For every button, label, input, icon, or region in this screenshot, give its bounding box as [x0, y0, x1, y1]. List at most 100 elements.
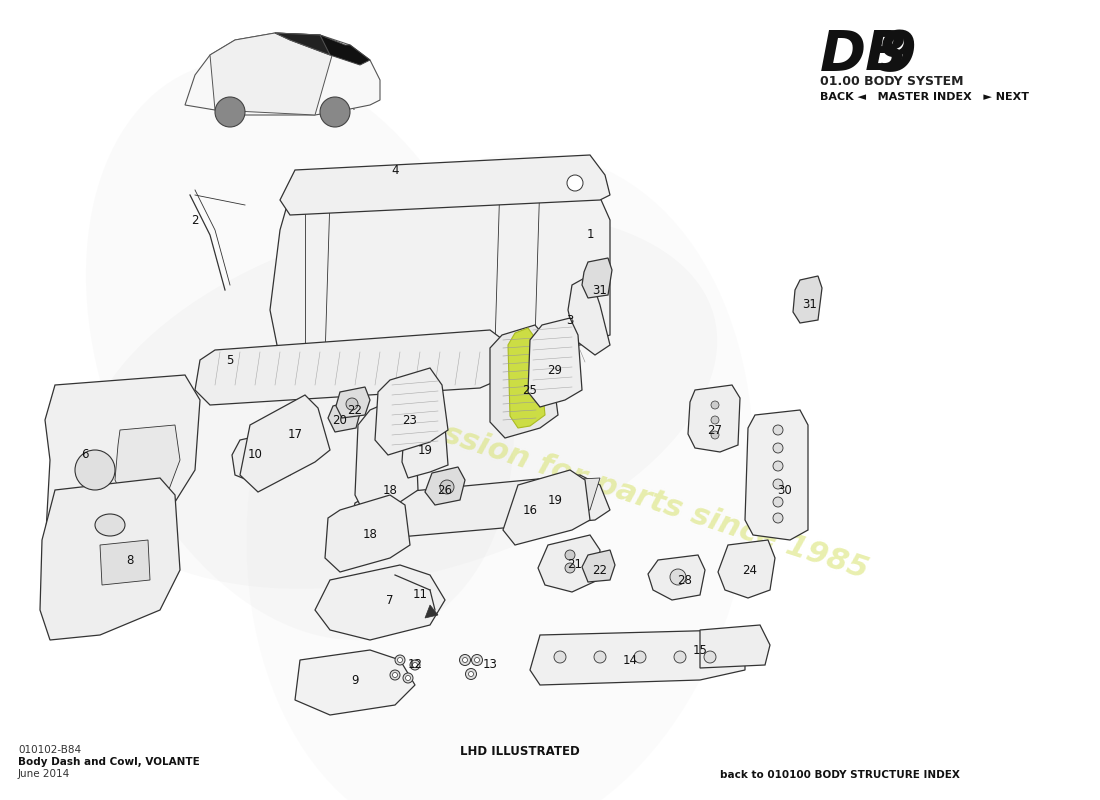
Text: DB: DB: [820, 28, 909, 82]
Polygon shape: [185, 33, 380, 115]
Text: 12: 12: [407, 658, 422, 671]
Polygon shape: [355, 395, 418, 515]
Ellipse shape: [82, 211, 717, 589]
Text: 17: 17: [287, 429, 303, 442]
Circle shape: [460, 654, 471, 666]
Text: 25: 25: [522, 383, 538, 397]
Circle shape: [565, 563, 575, 573]
Polygon shape: [530, 630, 745, 685]
Circle shape: [773, 461, 783, 471]
Polygon shape: [275, 33, 370, 65]
Text: 30: 30: [778, 483, 792, 497]
Text: 22: 22: [348, 403, 363, 417]
Circle shape: [711, 416, 719, 424]
Circle shape: [474, 658, 480, 662]
Text: Body Dash and Cowl, VOLANTE: Body Dash and Cowl, VOLANTE: [18, 757, 200, 767]
Circle shape: [406, 675, 410, 681]
Text: 24: 24: [742, 563, 758, 577]
Text: 13: 13: [483, 658, 497, 671]
Circle shape: [395, 655, 405, 665]
Circle shape: [773, 443, 783, 453]
Circle shape: [773, 513, 783, 523]
Circle shape: [410, 660, 420, 670]
Circle shape: [704, 651, 716, 663]
Polygon shape: [582, 258, 612, 298]
Polygon shape: [425, 605, 438, 618]
Text: 19: 19: [548, 494, 562, 506]
Text: 8: 8: [126, 554, 134, 566]
Circle shape: [773, 425, 783, 435]
Polygon shape: [350, 475, 610, 540]
Text: a passion for parts since 1985: a passion for parts since 1985: [368, 396, 871, 584]
Circle shape: [594, 651, 606, 663]
Circle shape: [346, 398, 358, 410]
Polygon shape: [315, 565, 446, 640]
Circle shape: [565, 550, 575, 560]
Circle shape: [566, 175, 583, 191]
Polygon shape: [568, 275, 611, 355]
Text: 2: 2: [191, 214, 199, 226]
Text: 10: 10: [248, 449, 263, 462]
Text: 6: 6: [81, 449, 89, 462]
Text: back to 010100 BODY STRUCTURE INDEX: back to 010100 BODY STRUCTURE INDEX: [720, 770, 960, 780]
Polygon shape: [688, 385, 740, 452]
Polygon shape: [275, 33, 330, 55]
Circle shape: [412, 662, 418, 667]
Text: 15: 15: [693, 643, 707, 657]
Text: 4: 4: [392, 163, 398, 177]
Text: 20: 20: [332, 414, 348, 426]
Text: 26: 26: [438, 483, 452, 497]
Polygon shape: [538, 535, 600, 592]
Polygon shape: [280, 155, 610, 215]
Text: 23: 23: [403, 414, 417, 426]
Polygon shape: [270, 175, 610, 360]
Polygon shape: [336, 387, 370, 418]
Circle shape: [440, 480, 454, 494]
Text: 14: 14: [623, 654, 638, 666]
Circle shape: [462, 658, 468, 662]
Polygon shape: [508, 328, 544, 428]
Text: 11: 11: [412, 589, 428, 602]
Polygon shape: [402, 412, 448, 478]
Circle shape: [320, 97, 350, 127]
Text: 29: 29: [548, 363, 562, 377]
Polygon shape: [45, 375, 200, 590]
Polygon shape: [793, 276, 822, 323]
Polygon shape: [324, 495, 410, 572]
Circle shape: [390, 670, 400, 680]
Circle shape: [711, 431, 719, 439]
Circle shape: [554, 651, 566, 663]
Polygon shape: [745, 410, 808, 540]
Ellipse shape: [86, 60, 514, 640]
Text: 16: 16: [522, 503, 538, 517]
Circle shape: [469, 671, 473, 677]
Text: 9: 9: [351, 674, 359, 686]
Polygon shape: [528, 318, 582, 407]
Text: 31: 31: [593, 283, 607, 297]
Polygon shape: [295, 650, 415, 715]
Polygon shape: [232, 430, 295, 485]
Circle shape: [711, 401, 719, 409]
Polygon shape: [375, 368, 448, 455]
Circle shape: [75, 450, 116, 490]
Text: 21: 21: [568, 558, 583, 571]
Text: 31: 31: [803, 298, 817, 311]
Text: 18: 18: [363, 529, 377, 542]
Polygon shape: [648, 555, 705, 600]
Text: 9: 9: [878, 28, 916, 82]
Circle shape: [670, 569, 686, 585]
Polygon shape: [556, 478, 600, 512]
Circle shape: [773, 497, 783, 507]
Polygon shape: [425, 467, 465, 505]
Text: 28: 28: [678, 574, 692, 586]
Text: LHD ILLUSTRATED: LHD ILLUSTRATED: [460, 745, 580, 758]
Circle shape: [393, 673, 397, 678]
Circle shape: [465, 669, 476, 679]
Text: 1: 1: [586, 229, 594, 242]
Circle shape: [674, 651, 686, 663]
Polygon shape: [503, 470, 590, 545]
Circle shape: [214, 97, 245, 127]
Polygon shape: [100, 540, 150, 585]
Polygon shape: [490, 325, 558, 438]
Polygon shape: [210, 33, 336, 115]
